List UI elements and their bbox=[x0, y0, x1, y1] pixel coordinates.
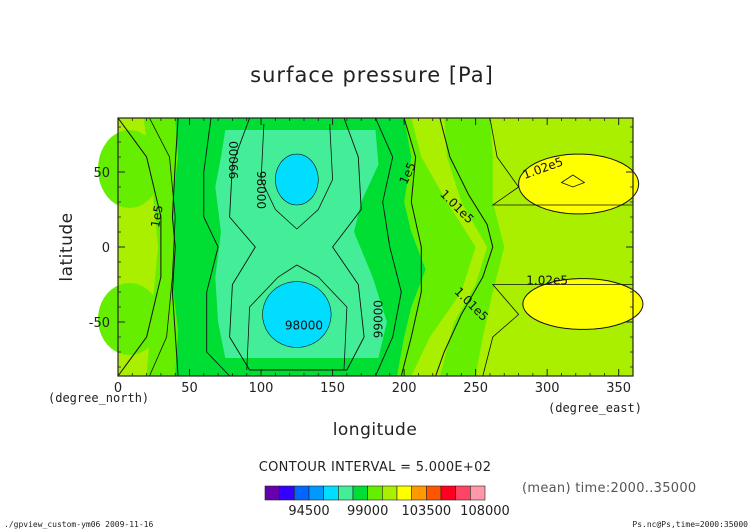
colorbar bbox=[264, 485, 486, 501]
y-tick-label: 50 bbox=[93, 166, 110, 181]
colorbar-tick-labels: 94500 99000 103500 108000 bbox=[288, 504, 510, 519]
colorbar-swatch bbox=[396, 485, 412, 501]
colorbar-swatch bbox=[411, 485, 427, 501]
colorbar-tick-label: 99000 bbox=[347, 504, 388, 519]
x-tick-label: 300 bbox=[535, 381, 560, 396]
region-green-sw bbox=[98, 283, 161, 355]
colorbar-swatch bbox=[279, 485, 295, 501]
colorbar-swatch bbox=[264, 485, 280, 501]
contour-line bbox=[518, 153, 640, 215]
region-teal bbox=[215, 130, 387, 358]
x-tick-label: 150 bbox=[320, 381, 345, 396]
colorbar-swatch bbox=[338, 485, 354, 501]
y-axis-ticks: -50 0 50 bbox=[89, 126, 633, 368]
contour-line bbox=[375, 117, 402, 377]
contour-label: 98000 bbox=[254, 171, 268, 209]
y-tick-label: 0 bbox=[102, 241, 110, 256]
contour-label: 98000 bbox=[285, 319, 323, 333]
region-cyan-south bbox=[262, 281, 332, 348]
contour-interval-text: CONTOUR INTERVAL = 5.000E+02 bbox=[259, 460, 492, 475]
contour-label: 1.02e5 bbox=[526, 274, 568, 288]
y-unit-label: (degree_north) bbox=[48, 391, 149, 405]
colorbar-swatch bbox=[382, 485, 398, 501]
contour-line bbox=[117, 117, 162, 377]
colorbar-swatch bbox=[308, 485, 324, 501]
colorbar-swatch bbox=[440, 485, 456, 501]
colorbar-swatch bbox=[455, 485, 471, 501]
contour-line bbox=[171, 117, 179, 377]
contour-lines bbox=[117, 117, 644, 377]
x-tick-label: 350 bbox=[606, 381, 631, 396]
contour-line bbox=[203, 117, 230, 377]
contour-line bbox=[275, 153, 319, 206]
x-unit-label: (degree_east) bbox=[548, 401, 642, 415]
colorbar-swatch bbox=[367, 485, 383, 501]
colorbar-tick-label: 103500 bbox=[402, 504, 452, 519]
contour-line bbox=[435, 117, 494, 377]
contour-line bbox=[560, 174, 586, 188]
contour-line bbox=[522, 278, 644, 330]
x-axis-label: longitude bbox=[333, 420, 418, 440]
x-axis-ticks: 0 50 100 150 200 250 300 350 bbox=[114, 118, 631, 396]
footer-right: Ps.nc@Ps,time=2000:35000 bbox=[632, 520, 748, 529]
x-tick-label: 250 bbox=[463, 381, 488, 396]
contour-label: 99000 bbox=[227, 141, 241, 179]
plot-area: 980009800099000990001e51e51.01e51.01e51.… bbox=[98, 117, 644, 377]
region-green-mid bbox=[439, 118, 505, 376]
contour-fills bbox=[98, 118, 643, 376]
contour-line bbox=[400, 117, 422, 377]
contour-line bbox=[260, 123, 334, 230]
colorbar-swatch bbox=[426, 485, 442, 501]
x-tick-label: 100 bbox=[249, 381, 274, 396]
region-yellow-north bbox=[518, 154, 639, 214]
chart-title: surface pressure [Pa] bbox=[250, 63, 494, 87]
x-tick-label: 50 bbox=[181, 381, 198, 396]
contour-label: 1e5 bbox=[148, 204, 166, 229]
region-yellow-south bbox=[522, 278, 643, 330]
region-green-nw bbox=[98, 130, 161, 208]
footer-left: ./gpview_custom-ym06 2009-11-16 bbox=[4, 520, 153, 529]
colorbar-swatch bbox=[470, 485, 486, 501]
contour-line bbox=[149, 117, 176, 377]
x-tick-label: 200 bbox=[392, 381, 417, 396]
region-cyan-north bbox=[275, 154, 319, 205]
y-axis-label: latitude bbox=[57, 212, 77, 281]
colorbar-swatch bbox=[323, 485, 339, 501]
contour-line bbox=[246, 264, 348, 371]
contour-line bbox=[482, 284, 633, 377]
contour-label: 99000 bbox=[372, 300, 386, 338]
colorbar-swatch bbox=[294, 485, 310, 501]
colorbar-swatch bbox=[352, 485, 368, 501]
x-tick-label: 0 bbox=[114, 381, 122, 396]
y-tick-label: -50 bbox=[89, 316, 110, 331]
mean-time-info: (mean) time:2000..35000 bbox=[522, 481, 697, 496]
colorbar-tick-label: 94500 bbox=[288, 504, 329, 519]
colorbar-tick-label: 108000 bbox=[460, 504, 510, 519]
contour-line bbox=[262, 281, 332, 348]
contour-line bbox=[229, 117, 365, 371]
